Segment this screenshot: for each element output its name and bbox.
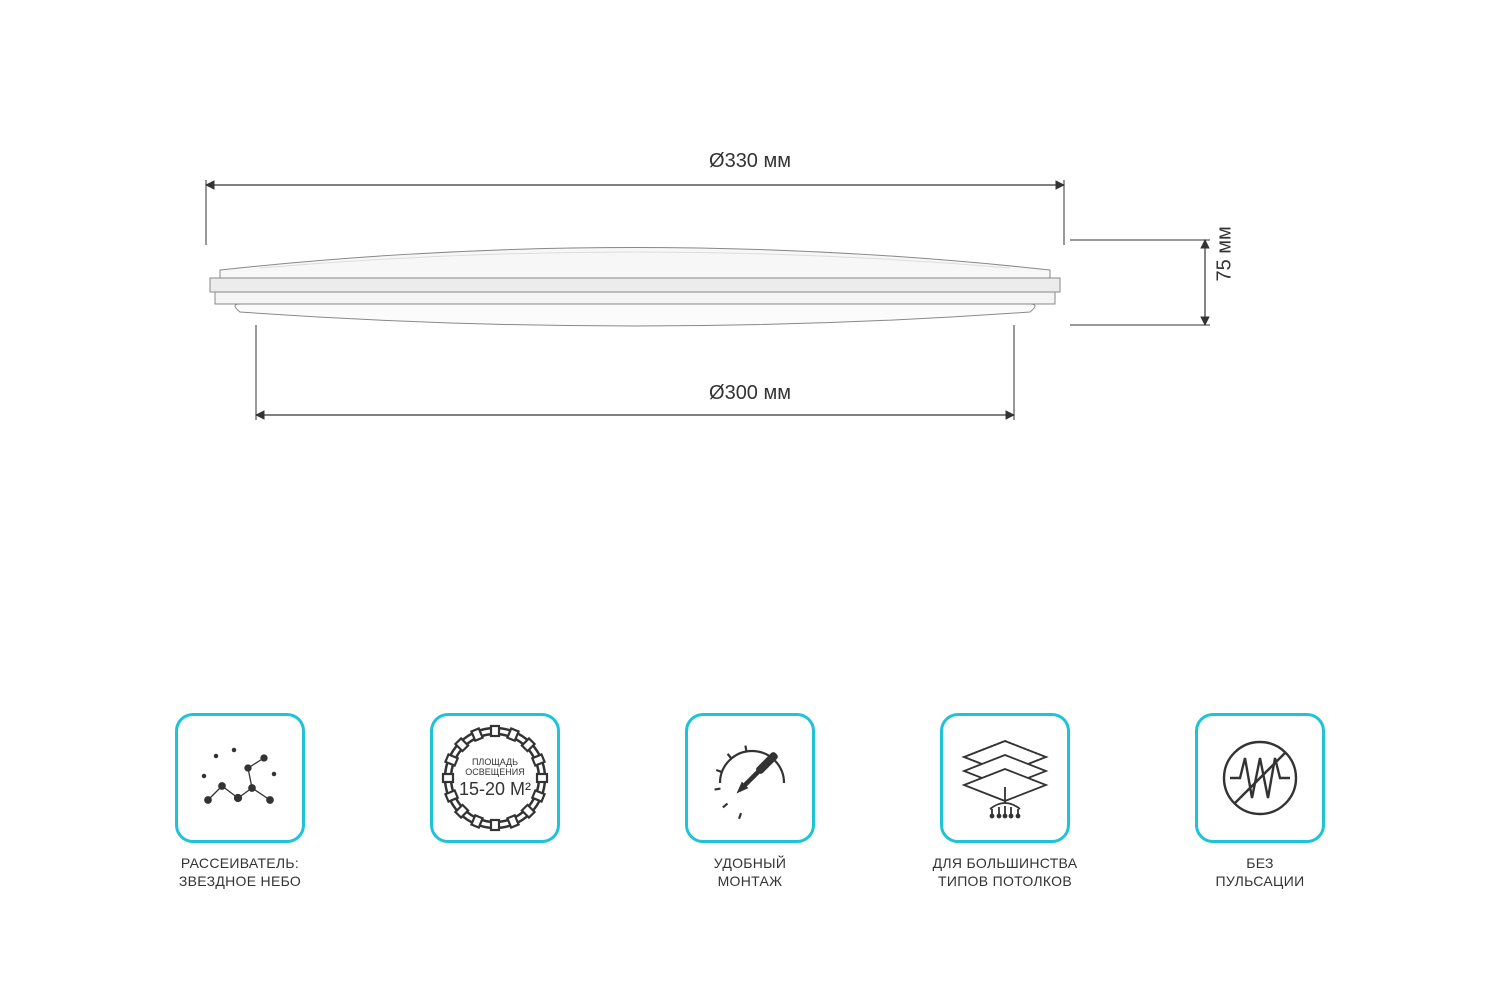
feature-area: Площадь освещения 15-20 м² — [405, 713, 585, 855]
screwdriver-gear-icon — [685, 713, 815, 843]
dimension-diagram: Ø330 мм Ø300 мм 75 мм — [180, 100, 1320, 500]
dim-height-label: 75 мм — [1214, 226, 1237, 281]
no-pulse-icon — [1195, 713, 1325, 843]
feature-no-pulsation: Без пульсации — [1170, 713, 1350, 890]
feature-caption: Удобный монтаж — [714, 855, 787, 890]
dim-top-label: Ø330 мм — [709, 150, 791, 173]
ceiling-layers-icon — [940, 713, 1070, 843]
feature-caption: Без пульсации — [1216, 855, 1305, 890]
area-gear-icon: Площадь освещения 15-20 м² — [430, 713, 560, 843]
feature-caption: Для большинства типов потолков — [933, 855, 1078, 890]
constellation-icon — [175, 713, 305, 843]
feature-easy-mount: Удобный монтаж — [660, 713, 840, 890]
area-text: Площадь освещения 15-20 м² — [433, 758, 557, 800]
feature-ceiling-types: Для большинства типов потолков — [915, 713, 1095, 890]
feature-caption: Рассеиватель: звездное небо — [179, 855, 301, 890]
feature-starry-sky: Рассеиватель: звездное небо — [150, 713, 330, 890]
feature-row: Рассеиватель: звездное небо — [150, 713, 1350, 890]
dim-bottom-label: Ø300 мм — [709, 382, 791, 405]
